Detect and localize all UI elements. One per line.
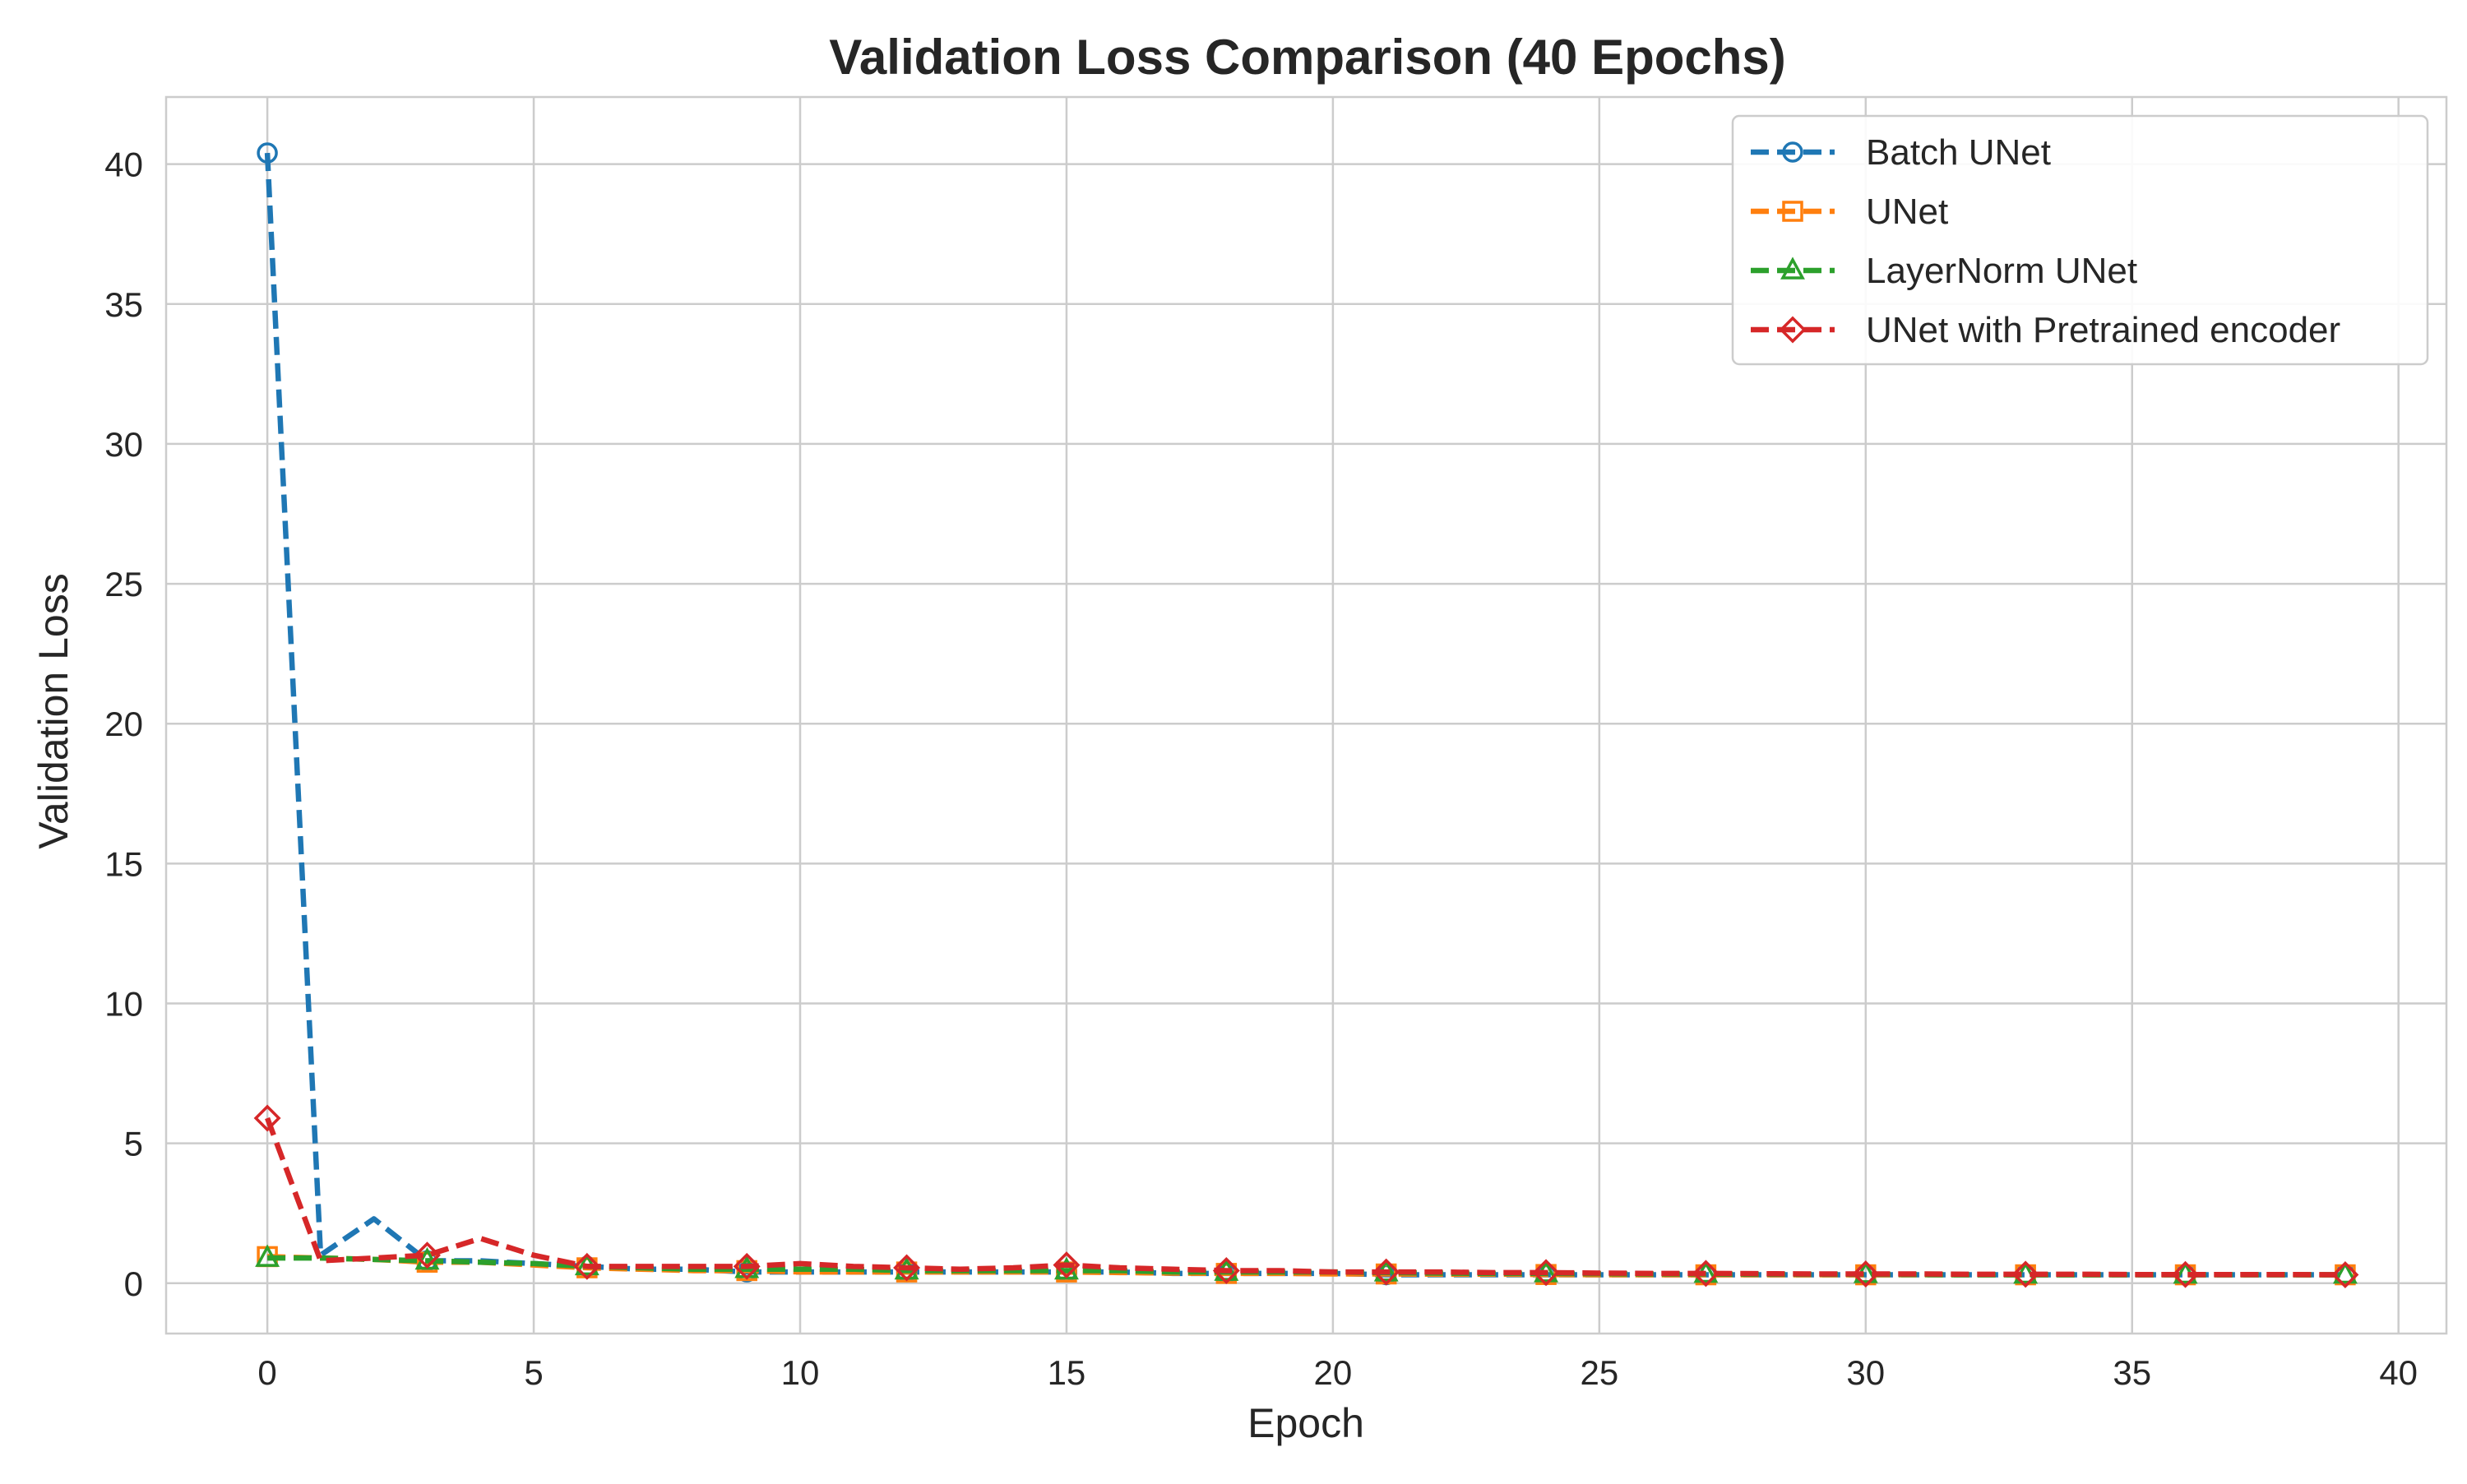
data-point-layernorm-unet [2332, 1260, 2358, 1284]
legend-frame [1731, 114, 2429, 366]
x-tick-label: 30 [1846, 1353, 1885, 1392]
data-point-unet-with-pretrained-encoder [1692, 1260, 1719, 1288]
plot-frame [164, 95, 2448, 1335]
series-group [253, 142, 2359, 1289]
x-tick-label: 20 [1314, 1353, 1353, 1392]
x-tick-label: 10 [781, 1353, 820, 1392]
series-unet-with-pretrained-encoder [253, 1104, 2359, 1289]
y-tick-label: 35 [104, 285, 143, 324]
legend-item-layernorm-unet: LayerNorm UNet [1751, 251, 2137, 291]
chart-title: Validation Loss Comparison (40 Epochs) [829, 30, 1786, 85]
x-axis-label: Epoch [1247, 1400, 1364, 1446]
tick-labels: 0 5 10 15 20 25 30 35 40 0 5 10 15 20 25 30 35 40 [104, 146, 2418, 1392]
data-point-unet-with-pretrained-encoder [893, 1254, 921, 1282]
x-tick-label: 5 [524, 1353, 543, 1392]
legend-label: UNet [1866, 192, 1948, 232]
legend-item-unet-with-pretrained-encoder: UNet with Pretrained encoder [1751, 310, 2340, 350]
data-point-unet-with-pretrained-encoder [1852, 1260, 1880, 1288]
legend-label: UNet with Pretrained encoder [1866, 310, 2340, 350]
legend-item-unet: UNet [1751, 192, 1948, 232]
data-point-unet-with-pretrained-encoder [2331, 1261, 2359, 1289]
legend-label: Batch UNet [1866, 132, 2051, 173]
x-tick-label: 15 [1048, 1353, 1086, 1392]
y-tick-label: 5 [124, 1125, 143, 1163]
data-point-unet-with-pretrained-encoder [2172, 1260, 2200, 1288]
legend: Batch UNet UNet LayerNorm UNet UNet with Pr… [1731, 114, 2429, 366]
legend-item-batch-unet: Batch UNet [1751, 132, 2051, 173]
data-point-unet-with-pretrained-encoder [1532, 1259, 1560, 1287]
y-tick-label: 30 [104, 425, 143, 464]
data-point-unet-with-pretrained-encoder [253, 1104, 281, 1132]
data-point-unet-with-pretrained-encoder [1372, 1258, 1400, 1286]
data-point-unet-with-pretrained-encoder [1212, 1256, 1240, 1284]
x-tick-label: 35 [2113, 1353, 2151, 1392]
y-tick-label: 10 [104, 984, 143, 1023]
legend-marker [1779, 316, 1807, 344]
y-tick-label: 0 [124, 1264, 143, 1303]
data-point-unet-with-pretrained-encoder [733, 1252, 761, 1280]
data-point-unet-with-pretrained-encoder [573, 1252, 601, 1280]
legend-marker [1780, 257, 1805, 280]
data-point-unet-with-pretrained-encoder [1053, 1251, 1081, 1279]
x-tick-label: 25 [1580, 1353, 1618, 1392]
data-point-batch-unet [257, 142, 278, 164]
legend-marker [1782, 141, 1803, 163]
legend-label: LayerNorm UNet [1866, 251, 2137, 291]
data-point-unet-with-pretrained-encoder [413, 1241, 441, 1269]
y-tick-label: 40 [104, 146, 143, 184]
y-axis-label: Validation Loss [30, 573, 76, 848]
x-tick-label: 40 [2379, 1353, 2418, 1392]
data-point-unet-with-pretrained-encoder [2011, 1260, 2039, 1288]
y-tick-label: 20 [104, 705, 143, 743]
legend-marker [1782, 201, 1803, 222]
x-tick-label: 0 [257, 1353, 276, 1392]
series-line-unet-with-pretrained-encoder [265, 1116, 2345, 1278]
data-point-layernorm-unet [255, 1244, 280, 1267]
y-tick-label: 15 [104, 844, 143, 883]
y-tick-label: 25 [104, 565, 143, 603]
